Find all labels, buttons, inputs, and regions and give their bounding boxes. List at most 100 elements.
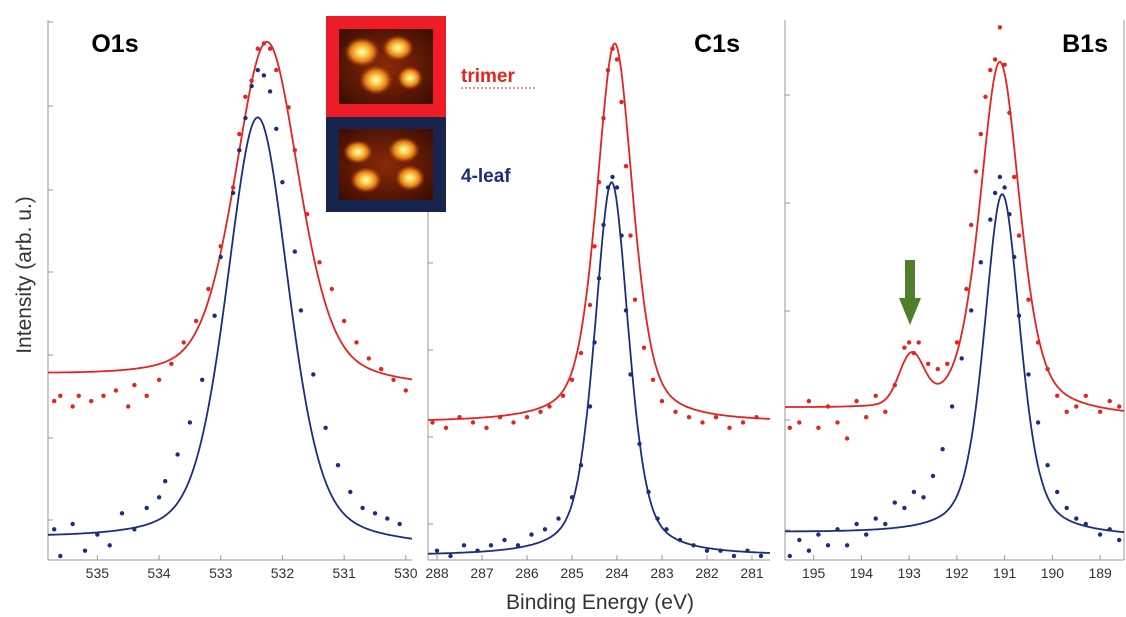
data-point-trimer bbox=[1055, 393, 1060, 398]
data-point-four-leaf bbox=[854, 521, 859, 527]
data-point-trimer bbox=[329, 286, 334, 292]
data-point-trimer bbox=[945, 361, 950, 366]
data-point-four-leaf bbox=[619, 233, 624, 238]
data-point-trimer bbox=[700, 420, 705, 425]
data-point-four-leaf bbox=[1097, 532, 1103, 537]
x-tick-label: 288 bbox=[425, 565, 449, 581]
x-tick-label: 284 bbox=[605, 565, 629, 581]
data-point-trimer bbox=[470, 420, 476, 425]
data-point-trimer bbox=[237, 131, 242, 137]
data-point-four-leaf bbox=[1107, 527, 1112, 532]
data-point-trimer bbox=[538, 409, 543, 414]
data-point-trimer bbox=[547, 404, 552, 409]
fit-curve-four-leaf bbox=[785, 193, 1125, 533]
data-point-trimer bbox=[218, 244, 223, 249]
data-point-trimer bbox=[1045, 366, 1050, 372]
data-point-trimer bbox=[628, 233, 633, 238]
data-point-four-leaf bbox=[614, 185, 620, 190]
data-point-four-leaf bbox=[1055, 489, 1060, 495]
data-point-four-leaf bbox=[1083, 521, 1089, 527]
data-point-trimer bbox=[787, 425, 792, 430]
data-point-trimer bbox=[261, 41, 267, 46]
x-tick-label: 287 bbox=[470, 565, 494, 581]
data-point-four-leaf bbox=[82, 548, 88, 553]
data-point-trimer bbox=[973, 169, 979, 174]
data-point-trimer bbox=[797, 420, 802, 425]
data-point-trimer bbox=[243, 94, 248, 100]
fit-curve-four-leaf bbox=[48, 116, 413, 540]
data-point-trimer bbox=[1064, 409, 1069, 414]
data-point-trimer bbox=[126, 404, 131, 409]
data-point-trimer bbox=[997, 25, 1003, 30]
data-point-trimer bbox=[274, 67, 279, 73]
fit-curve-four-leaf bbox=[427, 181, 771, 555]
data-point-four-leaf bbox=[397, 521, 402, 527]
data-point-trimer bbox=[916, 340, 921, 345]
x-tick-label: 193 bbox=[897, 565, 921, 581]
data-point-trimer bbox=[844, 436, 850, 441]
data-point-four-leaf bbox=[587, 404, 593, 409]
data-point-trimer bbox=[1074, 404, 1079, 409]
data-point-trimer bbox=[854, 398, 859, 404]
data-point-trimer bbox=[727, 425, 732, 430]
data-point-trimer bbox=[354, 340, 359, 345]
data-point-trimer bbox=[610, 46, 615, 51]
data-point-four-leaf bbox=[623, 308, 629, 313]
data-point-four-leaf bbox=[132, 527, 137, 532]
legend-trimer: trimer bbox=[461, 66, 515, 87]
data-point-trimer bbox=[754, 415, 759, 420]
data-point-four-leaf bbox=[902, 505, 907, 511]
data-point-trimer bbox=[443, 425, 449, 430]
data-point-trimer bbox=[391, 377, 396, 382]
data-point-trimer bbox=[457, 415, 462, 420]
data-point-four-leaf bbox=[949, 404, 955, 409]
trimer-stm-image bbox=[326, 16, 446, 117]
data-point-trimer bbox=[686, 415, 692, 420]
x-tick-label: 195 bbox=[802, 565, 826, 581]
data-point-four-leaf bbox=[267, 89, 273, 94]
data-point-trimer bbox=[806, 398, 812, 404]
data-point-trimer bbox=[978, 131, 983, 137]
data-point-trimer bbox=[619, 99, 624, 105]
x-tick-label: 189 bbox=[1088, 565, 1112, 581]
data-point-four-leaf bbox=[1035, 420, 1041, 425]
data-point-trimer bbox=[983, 94, 988, 100]
data-point-trimer bbox=[902, 345, 907, 350]
data-point-four-leaf bbox=[969, 308, 974, 313]
data-point-four-leaf bbox=[323, 425, 328, 430]
data-point-trimer bbox=[988, 67, 993, 73]
data-point-four-leaf bbox=[1064, 505, 1069, 511]
data-point-trimer bbox=[156, 377, 162, 382]
data-point-four-leaf bbox=[655, 516, 660, 521]
data-point-four-leaf bbox=[864, 532, 869, 537]
data-point-four-leaf bbox=[601, 222, 606, 228]
data-point-four-leaf bbox=[95, 532, 100, 537]
data-point-four-leaf bbox=[691, 543, 696, 548]
data-point-trimer bbox=[864, 415, 869, 420]
shoulder-arrow-icon bbox=[899, 260, 921, 325]
data-point-trimer bbox=[906, 340, 912, 345]
panel-b1s: 195 194 193 192 191 190 189 B1s bbox=[784, 20, 1125, 581]
data-point-trimer bbox=[569, 377, 575, 382]
data-point-four-leaf bbox=[797, 537, 802, 543]
data-point-four-leaf bbox=[997, 174, 1003, 180]
x-axis-title: Binding Energy (eV) bbox=[506, 591, 694, 614]
data-point-four-leaf bbox=[529, 532, 534, 537]
panel-o1s: 535 534 533 532 531 530 O1s bbox=[47, 20, 418, 581]
data-point-four-leaf bbox=[930, 473, 936, 479]
data-point-trimer bbox=[1107, 398, 1112, 404]
data-point-four-leaf bbox=[292, 249, 297, 254]
x-tick-label: 190 bbox=[1041, 565, 1065, 581]
fit-curve-trimer bbox=[428, 42, 771, 421]
x-tick-label: 281 bbox=[740, 565, 764, 581]
data-point-four-leaf bbox=[156, 495, 162, 500]
data-point-trimer bbox=[596, 180, 602, 185]
data-point-four-leaf bbox=[921, 495, 926, 500]
data-point-four-leaf bbox=[605, 185, 611, 190]
data-point-trimer bbox=[181, 340, 186, 345]
data-point-four-leaf bbox=[372, 511, 378, 516]
data-point-four-leaf bbox=[461, 543, 467, 548]
data-point-four-leaf bbox=[175, 452, 180, 457]
data-point-trimer bbox=[511, 420, 516, 425]
